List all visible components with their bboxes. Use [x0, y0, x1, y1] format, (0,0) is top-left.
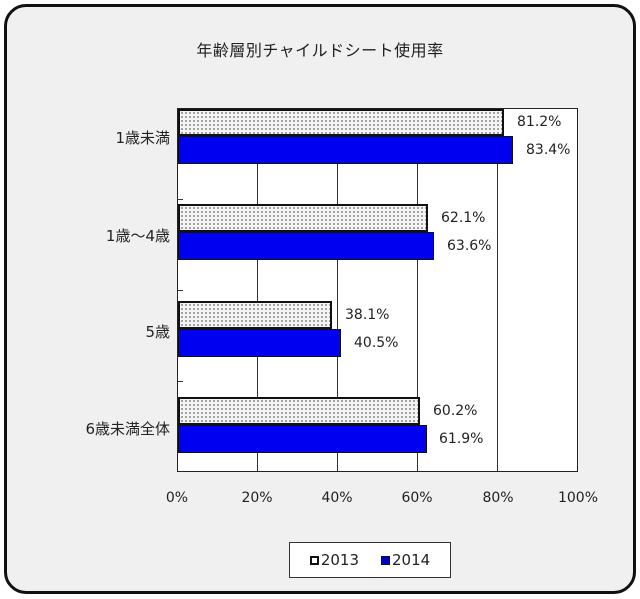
bar-2013-under1 — [178, 109, 504, 136]
legend-item-2014: 2014 — [381, 551, 430, 569]
gridline-60 — [417, 109, 418, 471]
category-label: 6歳未満全体 — [85, 420, 170, 438]
value-label-2013: 60.2% — [433, 403, 478, 419]
category-label: 5歳 — [145, 323, 170, 341]
legend: 2013 2014 — [289, 542, 451, 578]
bar-2014-1to4 — [178, 232, 434, 260]
bar-2014-under1 — [178, 136, 513, 164]
gridline-20 — [257, 109, 258, 471]
gridline-80 — [497, 109, 498, 471]
x-tick-label: 20% — [241, 490, 273, 506]
legend-swatch-2013-icon — [309, 555, 319, 565]
bar-2013-age5 — [178, 301, 332, 329]
chart-title: 年齢層別チャイルドシート使用率 — [196, 41, 444, 60]
value-label-2013: 62.1% — [441, 210, 486, 226]
bar-2014-all — [178, 425, 427, 453]
legend-label: 2014 — [392, 551, 431, 569]
category-label: 1歳～4歳 — [105, 227, 170, 245]
legend-item-2013: 2013 — [309, 551, 359, 569]
x-tick-label: 40% — [321, 490, 353, 506]
x-tick-label: 80% — [482, 490, 514, 506]
value-label-2014: 40.5% — [354, 335, 399, 351]
value-label-2013: 38.1% — [345, 307, 390, 323]
bar-2013-all — [178, 397, 420, 425]
legend-label: 2013 — [320, 551, 359, 569]
x-tick-label: 60% — [401, 490, 433, 506]
bar-2014-age5 — [178, 329, 341, 357]
gridline-40 — [337, 109, 338, 471]
category-label: 1歳未満 — [115, 129, 170, 147]
x-tick-label: 100% — [557, 490, 599, 506]
value-label-2014: 61.9% — [439, 431, 484, 447]
x-tick-label: 0% — [165, 490, 189, 506]
legend-swatch-2014-icon — [381, 555, 390, 565]
axis-tick — [178, 290, 183, 291]
bar-2013-1to4 — [178, 204, 428, 232]
plot-area — [177, 108, 578, 472]
value-label-2014: 83.4% — [526, 142, 571, 158]
axis-tick — [178, 381, 183, 382]
value-label-2014: 63.6% — [447, 238, 492, 254]
value-label-2013: 81.2% — [517, 114, 562, 130]
axis-tick — [178, 199, 183, 200]
